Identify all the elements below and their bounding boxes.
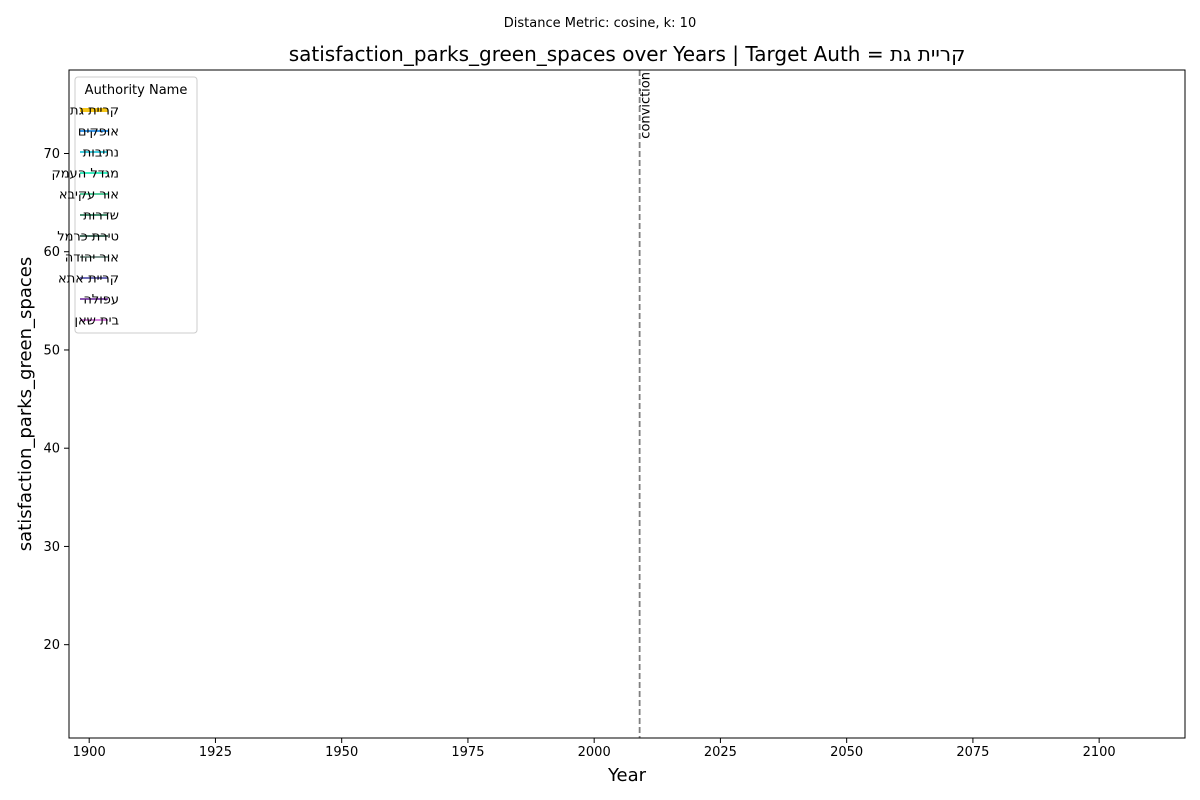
x-tick-label: 1925 — [199, 745, 232, 760]
x-axis-ticks: 1900 1925 1950 1975 2000 2025 2050 2075 2100 — [73, 738, 1116, 760]
legend-label-10: בית שאן — [74, 314, 119, 329]
legend-label-0: קריית גת — [70, 104, 119, 119]
y-tick-label: 50 — [43, 343, 60, 358]
legend-label-6: טירת כרמל — [57, 230, 119, 245]
y-tick-label: 30 — [43, 540, 60, 555]
legend-label-2: נתיבות — [83, 146, 119, 161]
legend-label-1: אופקים — [78, 125, 119, 140]
y-axis-ticks: 20 30 40 50 60 70 — [43, 147, 69, 653]
x-tick-label: 1900 — [73, 745, 106, 760]
legend-label-5: שדרות — [83, 209, 119, 224]
legend-box — [74, 76, 198, 334]
legend-title: Authority Name — [85, 83, 188, 98]
x-tick-label: 2000 — [578, 745, 611, 760]
x-axis-label: Year — [607, 765, 647, 786]
plot-frame — [68, 69, 1186, 739]
x-tick-label: 2075 — [956, 745, 989, 760]
legend-label-9: עפולה — [83, 293, 119, 308]
y-tick-label: 20 — [43, 638, 60, 653]
chart-suptitle: Distance Metric: cosine, k: 10 — [504, 16, 696, 31]
x-tick-label: 2050 — [830, 745, 863, 760]
y-tick-label: 60 — [43, 245, 60, 260]
x-tick-label: 2025 — [704, 745, 737, 760]
legend-label-7: אור יהודה — [65, 251, 119, 266]
legend-items: קריית גת אופקים נתיבות מגדל העמק אור עקיבא שד… — [52, 104, 120, 329]
legend[interactable]: Authority Name קריית גת אופקים נתיבות מגדל … — [52, 76, 198, 334]
legend-label-8: קריית אתא — [58, 272, 119, 287]
chart-title: satisfaction_parks_green_spaces over Yea… — [289, 42, 966, 66]
y-axis-label: satisfaction_parks_green_spaces — [15, 257, 36, 551]
x-tick-label: 1975 — [451, 745, 484, 760]
x-tick-label: 1950 — [325, 745, 358, 760]
legend-label-4: אור עקיבא — [59, 188, 119, 203]
y-tick-label: 70 — [43, 147, 60, 162]
conviction-label: conviction — [639, 72, 654, 139]
x-tick-label: 2100 — [1083, 745, 1116, 760]
legend-label-3: מגדל העמק — [52, 167, 120, 182]
y-tick-label: 40 — [43, 442, 60, 457]
annotations: conviction — [639, 70, 654, 738]
